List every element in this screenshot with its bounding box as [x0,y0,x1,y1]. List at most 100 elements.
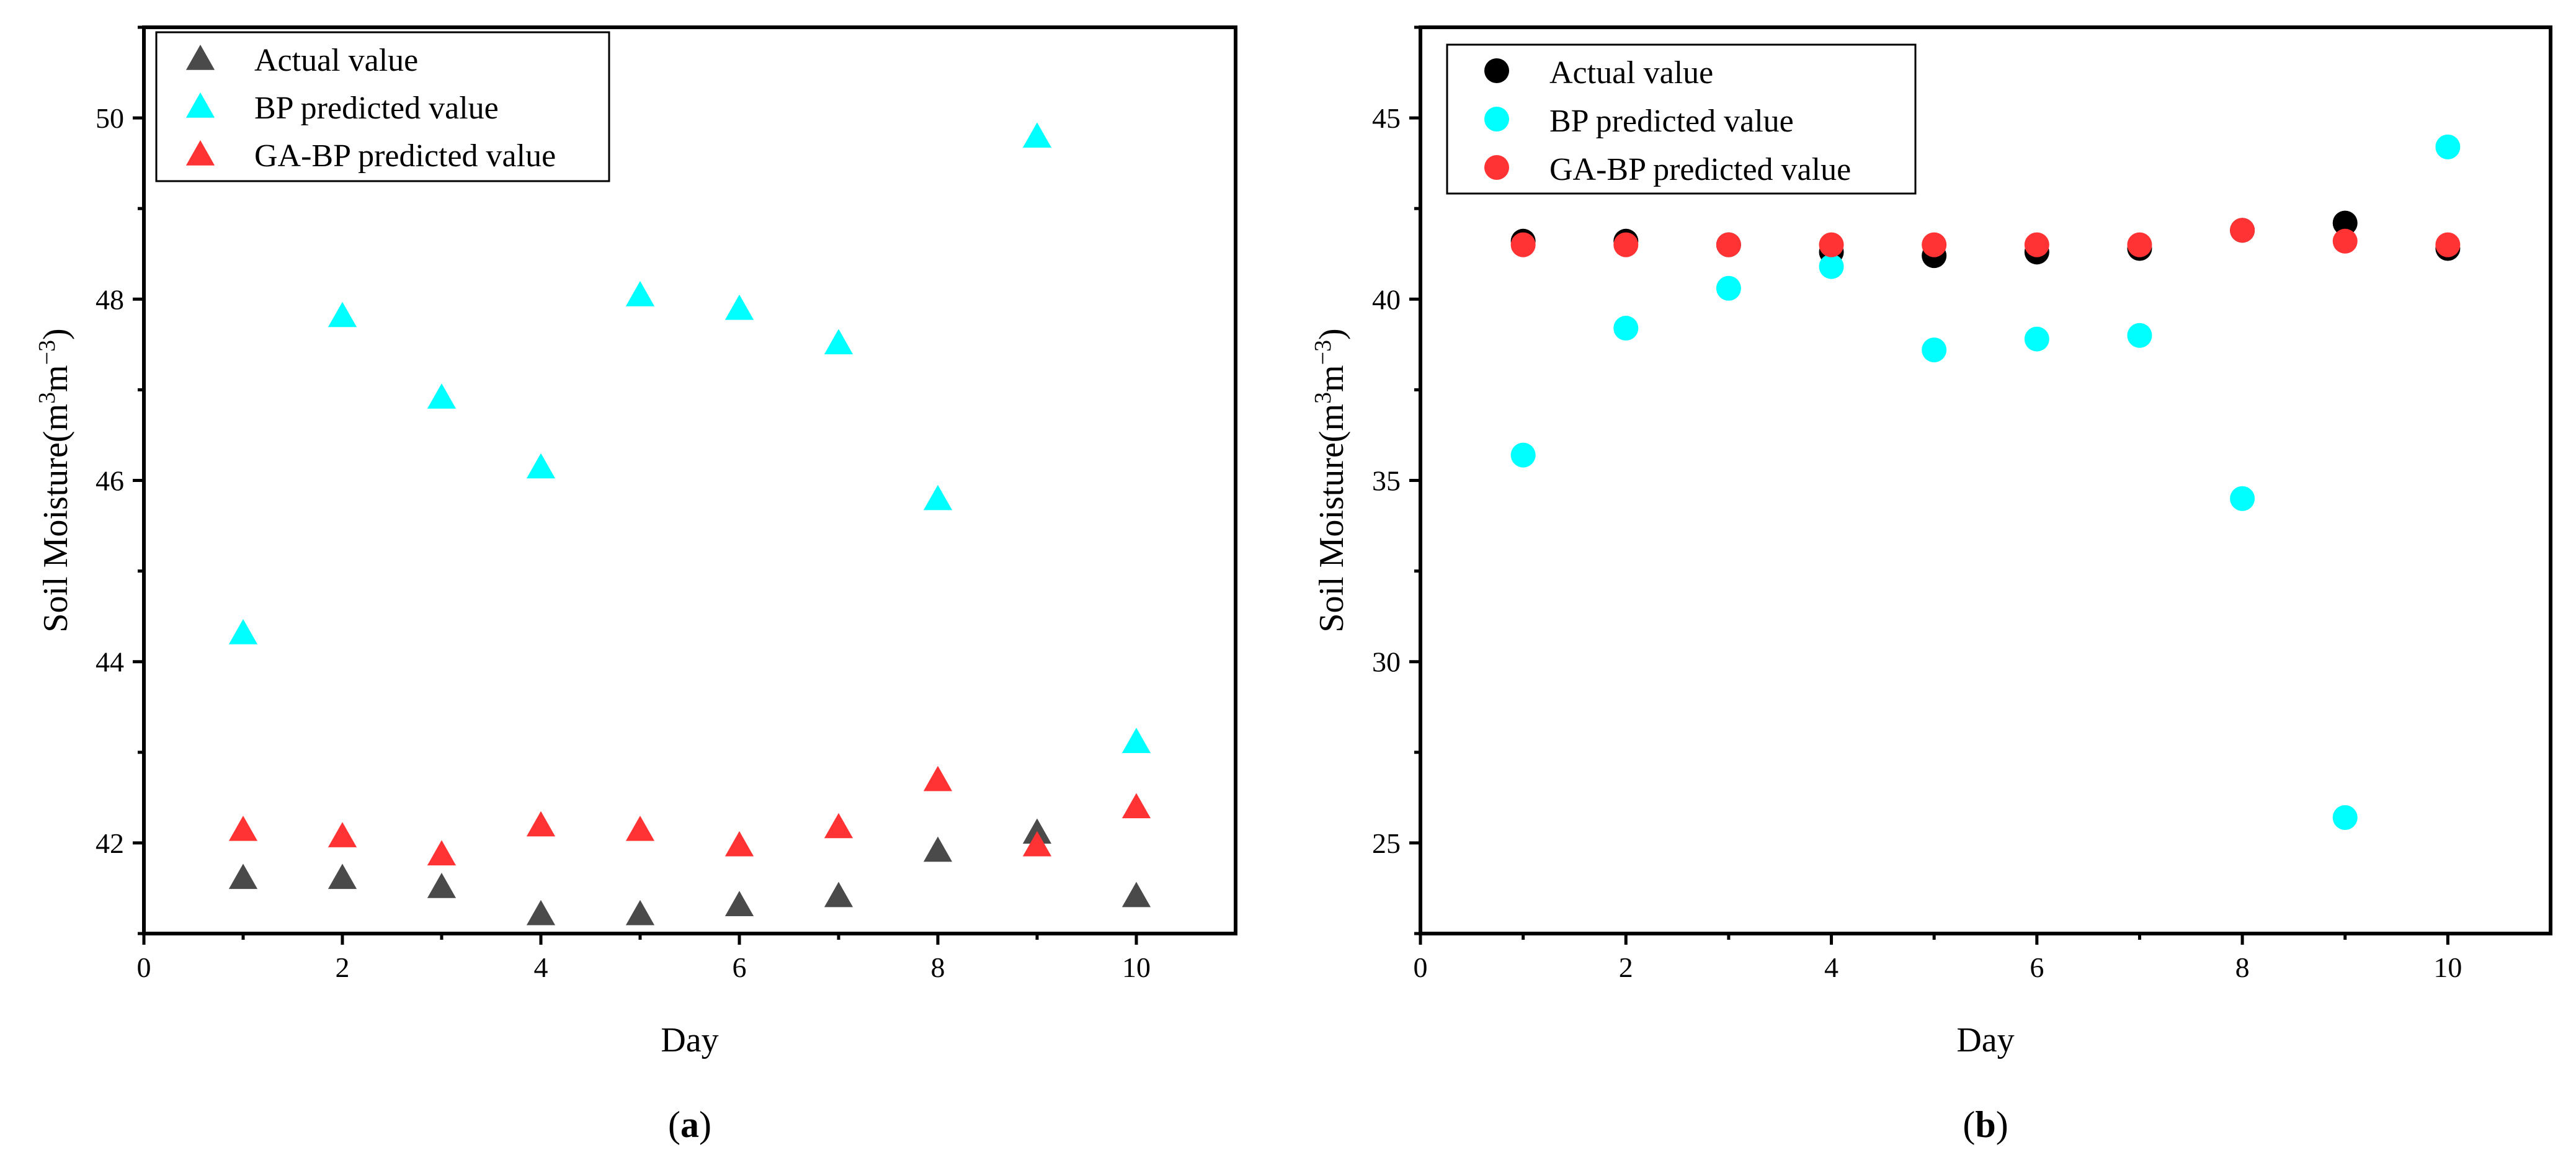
panel-label-close: ) [699,1104,711,1145]
y-axis-title-part: 3 [1310,392,1336,404]
x-tick-label: 8 [2235,952,2250,983]
y-axis-title-part: −3 [1310,340,1336,365]
point-ga-bp-predicted-value [2332,228,2358,254]
legend-marker [185,140,215,166]
point-bp-predicted-value [1716,275,1741,301]
point-bp-predicted-value [328,301,357,328]
legend-label: BP predicted value [1549,104,1794,139]
point-actual-value [1121,881,1151,908]
point-bp-predicted-value [2230,486,2255,511]
point-bp-predicted-value [427,383,457,409]
point-actual-value [328,863,357,890]
x-tick-label: 2 [336,952,350,983]
point-ga-bp-predicted-value [1716,232,1741,257]
x-tick-label: 4 [534,952,548,983]
point-ga-bp-predicted-value [2127,232,2152,257]
point-bp-predicted-value [824,329,853,355]
panel-label-open: ( [668,1104,680,1145]
point-actual-value [824,881,853,908]
y-axis-title-part: Soil Moisture(m [37,404,75,633]
y-axis-title-part: Soil Moisture(m [1313,404,1351,633]
panel-label-close: ) [1996,1104,2008,1145]
legend-marker [1484,155,1509,180]
y-tick-label: 30 [1372,646,1401,678]
panel-label-open: ( [1963,1104,1975,1145]
y-axis-title-part: 3 [34,392,60,404]
point-ga-bp-predicted-value [2435,232,2461,257]
legend-label: Actual value [1549,55,1713,91]
point-ga-bp-predicted-value [1510,232,1536,257]
point-actual-value [228,863,258,890]
panel-b: 0 2 4 6 8 10 25 30 35 40 45 Day Soil Moisture(m3m−3)… [1310,25,2552,1145]
y-tick-label: 45 [1372,102,1401,134]
point-ga-bp-predicted-value [526,811,556,837]
point-bp-predicted-value [1819,254,1844,279]
legend-marker [185,45,215,70]
legend-marker [1484,58,1509,83]
x-tick-label: 0 [137,952,151,983]
y-tick-label: 50 [96,102,124,134]
point-actual-value [625,899,655,925]
y-axis-title-part: m [37,365,75,392]
point-ga-bp-predicted-value [1819,232,1844,257]
y-tick-label: 40 [1372,283,1401,315]
point-ga-bp-predicted-value [1022,831,1052,857]
point-bp-predicted-value [923,484,953,511]
point-ga-bp-predicted-value [2230,218,2255,243]
x-tick-label: 0 [1414,952,1428,983]
y-tick-label: 35 [1372,465,1401,497]
x-tick-label: 10 [1122,952,1151,983]
point-bp-predicted-value [1121,728,1151,753]
point-ga-bp-predicted-value [724,831,754,857]
x-axis-title: Day [661,1021,718,1059]
legend-box [1446,43,1917,195]
point-bp-predicted-value [1613,316,1639,341]
x-tick-label: 6 [2030,952,2044,983]
point-bp-predicted-value [526,453,556,479]
x-tick-label: 6 [733,952,747,983]
legend-label: BP predicted value [254,91,499,126]
point-ga-bp-predicted-value [328,822,357,847]
point-bp-predicted-value [2332,805,2358,830]
point-actual-value [923,836,953,862]
point-ga-bp-predicted-value [228,815,258,841]
point-bp-predicted-value [724,294,754,320]
point-ga-bp-predicted-value [427,840,457,866]
y-tick-label: 48 [96,283,124,315]
point-bp-predicted-value [2024,326,2049,352]
point-actual-value [427,873,457,898]
legend-label: GA-BP predicted value [254,138,556,174]
point-bp-predicted-value [2127,323,2152,348]
x-axis-title: Day [1956,1021,2014,1059]
y-axis-title-part: ) [1313,328,1351,340]
x-tick-label: 2 [1619,952,1633,983]
y-axis-title: Soil Moisture(m3m−3) [34,328,75,632]
point-ga-bp-predicted-value [1613,232,1639,257]
x-tick-label: 8 [931,952,945,983]
panel-label-letter: b [1975,1104,1995,1145]
point-ga-bp-predicted-value [625,815,655,841]
point-ga-bp-predicted-value [923,765,953,792]
point-bp-predicted-value [228,618,258,644]
y-tick-label: 42 [96,827,124,859]
panel-label: (a) [668,1104,711,1145]
point-bp-predicted-value [1022,122,1052,148]
x-tick-label: 10 [2433,952,2462,983]
legend-marker [1484,107,1509,132]
legend-marker [185,92,215,118]
point-actual-value [2332,210,2358,236]
legend-label: GA-BP predicted value [1549,152,1851,187]
point-actual-value [526,899,556,925]
y-tick-label: 46 [96,465,124,497]
point-bp-predicted-value [2435,134,2461,159]
point-bp-predicted-value [1510,442,1536,468]
legend-box [155,31,610,182]
y-axis-title: Soil Moisture(m3m−3) [1310,328,1351,632]
point-bp-predicted-value [625,280,655,306]
point-ga-bp-predicted-value [824,813,853,839]
x-tick-label: 4 [1824,952,1838,983]
point-ga-bp-predicted-value [2024,232,2049,257]
point-bp-predicted-value [1922,337,1947,363]
y-axis-title-part: m [1313,365,1351,392]
